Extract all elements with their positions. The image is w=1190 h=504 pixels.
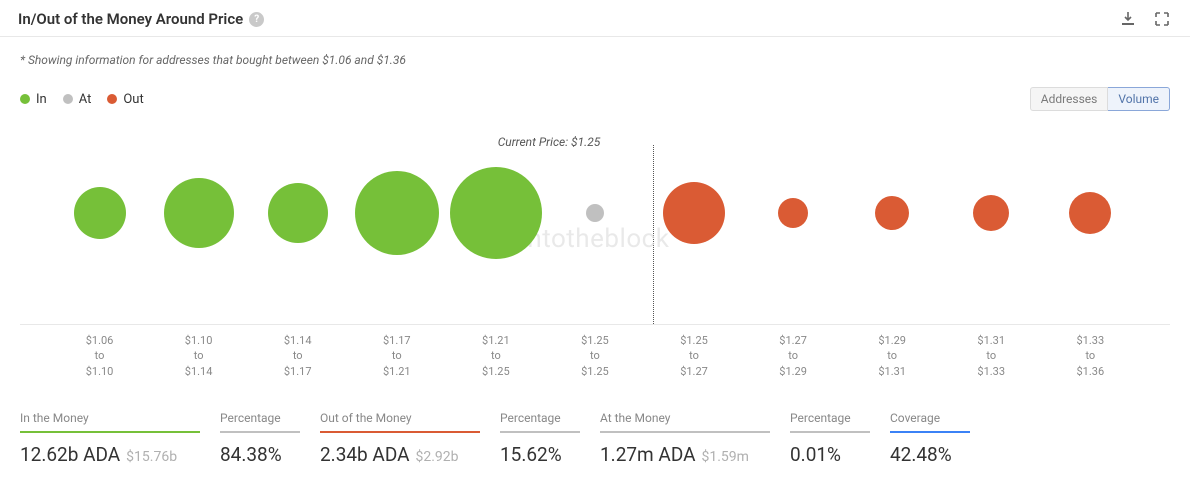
panel-header: In/Out of the Money Around Price ? <box>0 0 1190 37</box>
stat-block: At the Money 1.27m ADA$1.59m <box>600 411 770 466</box>
stat-block: Out of the Money 2.34b ADA$2.92b <box>320 411 480 466</box>
legend-label-out: Out <box>123 92 143 107</box>
stat-label: Percentage <box>790 411 870 433</box>
legend-item-at[interactable]: At <box>63 92 92 107</box>
legend-dot-in <box>20 94 30 104</box>
view-tabs: Addresses Volume <box>1030 87 1170 111</box>
axis-label: $1.31to$1.33 <box>942 333 1041 379</box>
legend-item-out[interactable]: Out <box>107 92 143 107</box>
bubble[interactable] <box>586 204 604 222</box>
panel-body: * Showing information for addresses that… <box>0 37 1190 476</box>
info-note: * Showing information for addresses that… <box>20 53 1170 67</box>
bubble[interactable] <box>663 182 725 244</box>
legend-label-in: In <box>36 92 47 107</box>
axis-label: $1.21to$1.25 <box>446 333 545 379</box>
stat-block: In the Money 12.62b ADA$15.76b <box>20 411 200 466</box>
legend-item-in[interactable]: In <box>20 92 47 107</box>
page-title: In/Out of the Money Around Price <box>18 10 243 28</box>
stat-block: Percentage 15.62% <box>500 411 580 466</box>
bubble[interactable] <box>74 187 126 239</box>
axis-label: $1.10to$1.14 <box>149 333 248 379</box>
title-wrap: In/Out of the Money Around Price ? <box>18 10 264 28</box>
bubble[interactable] <box>355 171 439 255</box>
axis-label: $1.14to$1.17 <box>248 333 347 379</box>
stat-value: 15.62% <box>500 443 580 466</box>
tab-addresses[interactable]: Addresses <box>1030 87 1109 111</box>
stat-label: Percentage <box>500 411 580 433</box>
help-icon[interactable]: ? <box>249 12 264 27</box>
bubble[interactable] <box>164 178 234 248</box>
stat-value: 42.48% <box>890 443 970 466</box>
legend-row: In At Out Addresses Volume <box>20 87 1170 111</box>
stat-subvalue: $2.92b <box>416 449 459 465</box>
stats-row: In the Money 12.62b ADA$15.76b Percentage 8… <box>20 411 1170 466</box>
stat-subvalue: $1.59m <box>701 449 748 465</box>
panel: In/Out of the Money Around Price ? * Sho… <box>0 0 1190 476</box>
header-actions <box>1120 11 1170 27</box>
stat-value: 84.38% <box>220 443 300 466</box>
bubble[interactable] <box>778 198 808 228</box>
download-icon[interactable] <box>1120 11 1136 27</box>
axis-label: $1.17to$1.21 <box>347 333 446 379</box>
stat-block: Percentage 84.38% <box>220 411 300 466</box>
stat-value: 2.34b ADA$2.92b <box>320 443 480 466</box>
legend-dot-out <box>107 94 117 104</box>
stat-value: 1.27m ADA$1.59m <box>600 443 770 466</box>
current-price-label: Current Price: $1.25 <box>498 135 601 149</box>
stat-label: Out of the Money <box>320 411 480 433</box>
axis-label: $1.06to$1.10 <box>50 333 149 379</box>
axis-label: $1.29to$1.31 <box>843 333 942 379</box>
bubble[interactable] <box>973 195 1009 231</box>
stat-label: In the Money <box>20 411 200 433</box>
stat-label: Percentage <box>220 411 300 433</box>
legend: In At Out <box>20 92 144 107</box>
axis-label: $1.27to$1.29 <box>744 333 843 379</box>
bubble[interactable] <box>450 167 542 259</box>
axis-labels: $1.06to$1.10$1.10to$1.14$1.14to$1.17$1.1… <box>20 325 1170 379</box>
legend-dot-at <box>63 94 73 104</box>
legend-label-at: At <box>79 92 92 107</box>
bubble-chart: Current Price: $1.25 intotheblock <box>20 135 1170 325</box>
stat-block: Percentage 0.01% <box>790 411 870 466</box>
stat-label: At the Money <box>600 411 770 433</box>
bubble[interactable] <box>1069 192 1111 234</box>
stat-value: 12.62b ADA$15.76b <box>20 443 200 466</box>
price-divider-line <box>653 145 654 324</box>
bubble[interactable] <box>268 183 328 243</box>
watermark: intotheblock <box>521 224 670 254</box>
stat-subvalue: $15.76b <box>126 449 177 465</box>
stat-value: 0.01% <box>790 443 870 466</box>
stat-label: Coverage <box>890 411 970 433</box>
tab-volume[interactable]: Volume <box>1108 87 1170 111</box>
bubble[interactable] <box>875 196 909 230</box>
stat-block: Coverage 42.48% <box>890 411 970 466</box>
axis-label: $1.33to$1.36 <box>1041 333 1140 379</box>
axis-label: $1.25to$1.27 <box>644 333 743 379</box>
axis-label: $1.25to$1.25 <box>545 333 644 379</box>
expand-icon[interactable] <box>1154 11 1170 27</box>
